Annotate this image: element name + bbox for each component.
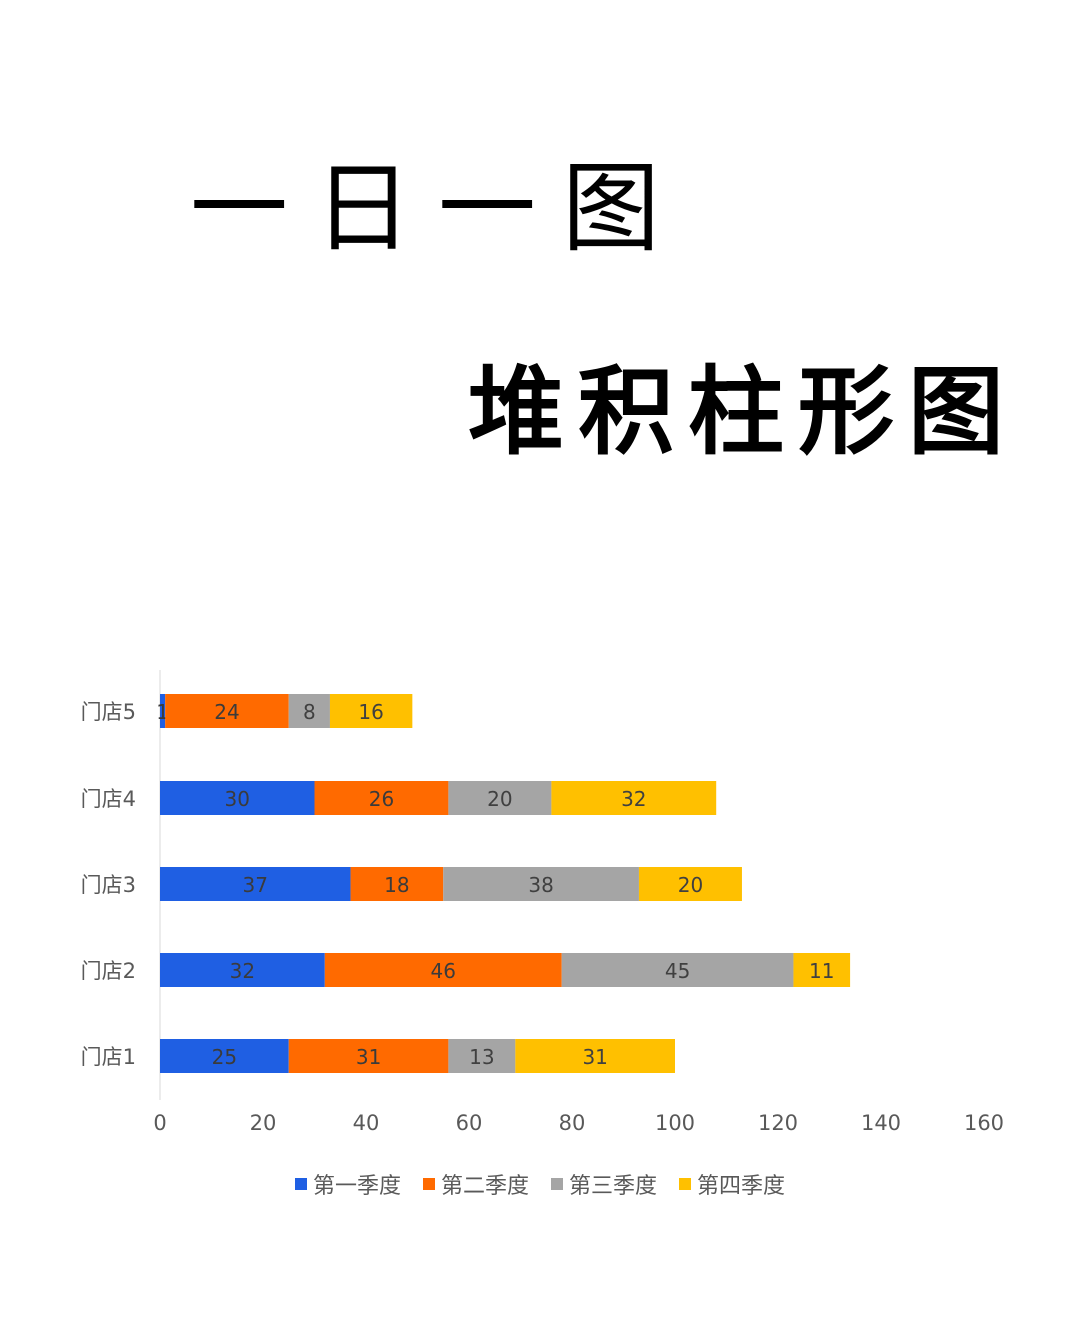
data-label: 32 bbox=[621, 787, 646, 811]
legend-item: 第一季度 bbox=[294, 1168, 401, 1200]
chart-type-heading: 堆积柱形图 bbox=[468, 356, 1018, 468]
bar-segment bbox=[165, 694, 289, 728]
data-label: 31 bbox=[582, 1045, 607, 1069]
data-label: 26 bbox=[369, 787, 394, 811]
bar-segment bbox=[443, 867, 639, 901]
bar-segment bbox=[160, 694, 166, 728]
data-label: 13 bbox=[469, 1045, 494, 1069]
page-title: 一日一图 bbox=[190, 152, 687, 266]
data-label: 18 bbox=[384, 873, 409, 897]
data-label: 24 bbox=[214, 700, 239, 724]
x-tick-label: 0 bbox=[153, 1111, 166, 1135]
legend-item: 第三季度 bbox=[551, 1168, 657, 1200]
category-label: 门店3 bbox=[81, 873, 136, 897]
data-label: 31 bbox=[356, 1045, 381, 1069]
x-tick-label: 40 bbox=[353, 1111, 380, 1135]
category-label: 门店5 bbox=[81, 700, 136, 724]
bar-segment bbox=[551, 781, 717, 815]
x-tick-label: 100 bbox=[655, 1111, 695, 1135]
data-label: 16 bbox=[358, 700, 383, 724]
data-label: 8 bbox=[303, 700, 316, 724]
bar-segment bbox=[160, 781, 315, 815]
legend-item: 第四季度 bbox=[679, 1168, 785, 1200]
bar-segment bbox=[314, 781, 449, 815]
legend-swatch bbox=[294, 1178, 307, 1190]
legend-item: 第二季度 bbox=[422, 1168, 529, 1200]
bar-segment bbox=[448, 1039, 516, 1073]
data-label: 30 bbox=[225, 787, 250, 811]
bar-segment bbox=[350, 867, 444, 901]
bar-segment bbox=[638, 867, 742, 901]
data-label: 20 bbox=[487, 787, 512, 811]
legend-label: 第二季度 bbox=[440, 1174, 529, 1199]
x-tick-label: 80 bbox=[559, 1111, 586, 1135]
x-tick-label: 60 bbox=[456, 1111, 483, 1135]
bar-segment bbox=[160, 953, 325, 987]
data-label: 11 bbox=[809, 959, 834, 983]
data-label: 37 bbox=[243, 873, 268, 897]
data-label: 25 bbox=[212, 1045, 237, 1069]
data-label: 38 bbox=[528, 873, 553, 897]
x-tick-label: 20 bbox=[250, 1111, 277, 1135]
legend-swatch bbox=[679, 1178, 692, 1190]
legend-label: 第三季度 bbox=[569, 1174, 658, 1199]
stacked-bar-chart: 0 20 40 60 80 100 120 140 160 门店1 25 31 13 31 门店2 32 46 4… bbox=[81, 670, 1004, 1135]
data-label: 45 bbox=[665, 959, 690, 983]
bar-segment bbox=[324, 953, 562, 987]
x-tick-label: 160 bbox=[964, 1111, 1004, 1135]
data-label: 20 bbox=[678, 873, 703, 897]
bar-segment bbox=[160, 867, 351, 901]
bar-segment bbox=[793, 953, 851, 987]
legend-swatch bbox=[551, 1178, 563, 1190]
bar-segment bbox=[561, 953, 794, 987]
bar-segment bbox=[448, 781, 552, 815]
legend-swatch bbox=[422, 1178, 435, 1190]
bar-segment bbox=[515, 1039, 675, 1073]
x-tick-label: 140 bbox=[861, 1111, 901, 1135]
category-label: 门店4 bbox=[81, 787, 136, 811]
category-label: 门店2 bbox=[81, 959, 136, 983]
bar-segment bbox=[288, 1039, 449, 1073]
legend-label: 第四季度 bbox=[697, 1174, 786, 1199]
bar-segment bbox=[329, 694, 413, 728]
bar-segment bbox=[160, 1039, 289, 1073]
legend-label: 第一季度 bbox=[312, 1174, 401, 1199]
bar-segment bbox=[288, 694, 330, 728]
data-label: 46 bbox=[431, 959, 456, 983]
category-label: 门店1 bbox=[81, 1045, 136, 1069]
x-tick-label: 120 bbox=[758, 1111, 798, 1135]
chart-legend: 第一季度 第二季度 第三季度 第四季度 bbox=[0, 1168, 1080, 1200]
data-label: 32 bbox=[230, 959, 255, 983]
